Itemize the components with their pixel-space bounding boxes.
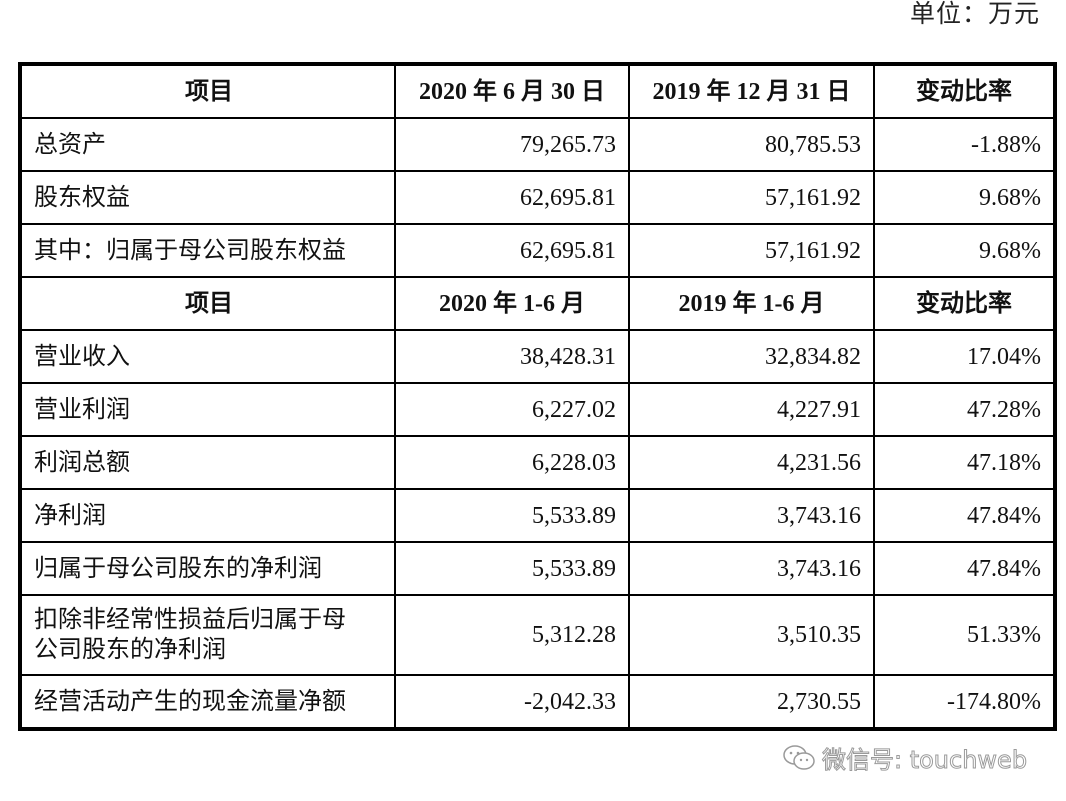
header-row-balance: 项目 2020 年 6 月 30 日 2019 年 12 月 31 日 变动比率 <box>19 63 1056 119</box>
row-label-line-1: 扣除非经常性损益后归属于母 <box>34 607 346 633</box>
value-2020: -2,042.33 <box>394 674 630 730</box>
value-2020: 62,695.81 <box>394 170 630 225</box>
value-2019: 3,743.16 <box>628 488 875 543</box>
header-2020-h1: 2020 年 1-6 月 <box>394 276 630 331</box>
row-label: 总资产 <box>19 117 396 172</box>
value-2019: 3,510.35 <box>628 594 875 676</box>
value-2019: 4,227.91 <box>628 382 875 437</box>
change-ratio: 47.28% <box>873 382 1056 437</box>
table-row: 股东权益 62,695.81 57,161.92 9.68% <box>19 170 1056 225</box>
row-label: 营业收入 <box>19 329 396 384</box>
value-2019: 57,161.92 <box>628 223 875 278</box>
row-label: 扣除非经常性损益后归属于母 公司股东的净利润 <box>19 594 396 676</box>
change-ratio: 17.04% <box>873 329 1056 384</box>
value-2020: 38,428.31 <box>394 329 630 384</box>
value-2020: 62,695.81 <box>394 223 630 278</box>
header-2020-06-30: 2020 年 6 月 30 日 <box>394 63 630 119</box>
table-row: 营业利润 6,227.02 4,227.91 47.28% <box>19 382 1056 437</box>
table-row: 经营活动产生的现金流量净额 -2,042.33 2,730.55 -174.80… <box>19 674 1056 730</box>
value-2019: 32,834.82 <box>628 329 875 384</box>
header-item: 项目 <box>19 63 396 119</box>
row-label: 其中：归属于母公司股东权益 <box>19 223 396 278</box>
change-ratio: 47.18% <box>873 435 1056 490</box>
table-row: 扣除非经常性损益后归属于母 公司股东的净利润 5,312.28 3,510.35… <box>19 594 1056 676</box>
watermark-text: 微信号: touchweb <box>821 746 1028 775</box>
table-row: 营业收入 38,428.31 32,834.82 17.04% <box>19 329 1056 384</box>
value-2020: 5,312.28 <box>394 594 630 676</box>
value-2019: 4,231.56 <box>628 435 875 490</box>
watermark: 微信号: touchweb <box>782 740 1028 775</box>
change-ratio: 47.84% <box>873 541 1056 596</box>
row-label: 归属于母公司股东的净利润 <box>19 541 396 596</box>
change-ratio: 51.33% <box>873 594 1056 676</box>
row-label: 营业利润 <box>19 382 396 437</box>
value-2020: 79,265.73 <box>394 117 630 172</box>
header-2019-h1: 2019 年 1-6 月 <box>628 276 875 331</box>
header-2019-12-31: 2019 年 12 月 31 日 <box>628 63 875 119</box>
unit-label: 单位：万元 <box>909 1 1040 28</box>
table-row: 其中：归属于母公司股东权益 62,695.81 57,161.92 9.68% <box>19 223 1056 278</box>
row-label: 经营活动产生的现金流量净额 <box>19 674 396 730</box>
value-2020: 6,228.03 <box>394 435 630 490</box>
table-row: 净利润 5,533.89 3,743.16 47.84% <box>19 488 1056 543</box>
value-2019: 57,161.92 <box>628 170 875 225</box>
wechat-icon <box>782 743 816 773</box>
header-row-income: 项目 2020 年 1-6 月 2019 年 1-6 月 变动比率 <box>19 276 1056 331</box>
change-ratio: 47.84% <box>873 488 1056 543</box>
value-2020: 5,533.89 <box>394 488 630 543</box>
change-ratio: -174.80% <box>873 674 1056 730</box>
header-change-ratio: 变动比率 <box>873 63 1056 119</box>
row-label: 股东权益 <box>19 170 396 225</box>
value-2019: 80,785.53 <box>628 117 875 172</box>
row-label: 利润总额 <box>19 435 396 490</box>
value-2019: 3,743.16 <box>628 541 875 596</box>
header-item: 项目 <box>19 276 396 331</box>
value-2019: 2,730.55 <box>628 674 875 730</box>
table-row: 利润总额 6,228.03 4,231.56 47.18% <box>19 435 1056 490</box>
table-row: 归属于母公司股东的净利润 5,533.89 3,743.16 47.84% <box>19 541 1056 596</box>
row-label-line-2: 公司股东的净利润 <box>34 637 226 663</box>
change-ratio: 9.68% <box>873 170 1056 225</box>
change-ratio: 9.68% <box>873 223 1056 278</box>
financial-summary-table: 项目 2020 年 6 月 30 日 2019 年 12 月 31 日 变动比率… <box>18 62 1057 731</box>
row-label: 净利润 <box>19 488 396 543</box>
value-2020: 5,533.89 <box>394 541 630 596</box>
table-row: 总资产 79,265.73 80,785.53 -1.88% <box>19 117 1056 172</box>
header-change-ratio: 变动比率 <box>873 276 1056 331</box>
value-2020: 6,227.02 <box>394 382 630 437</box>
change-ratio: -1.88% <box>873 117 1056 172</box>
